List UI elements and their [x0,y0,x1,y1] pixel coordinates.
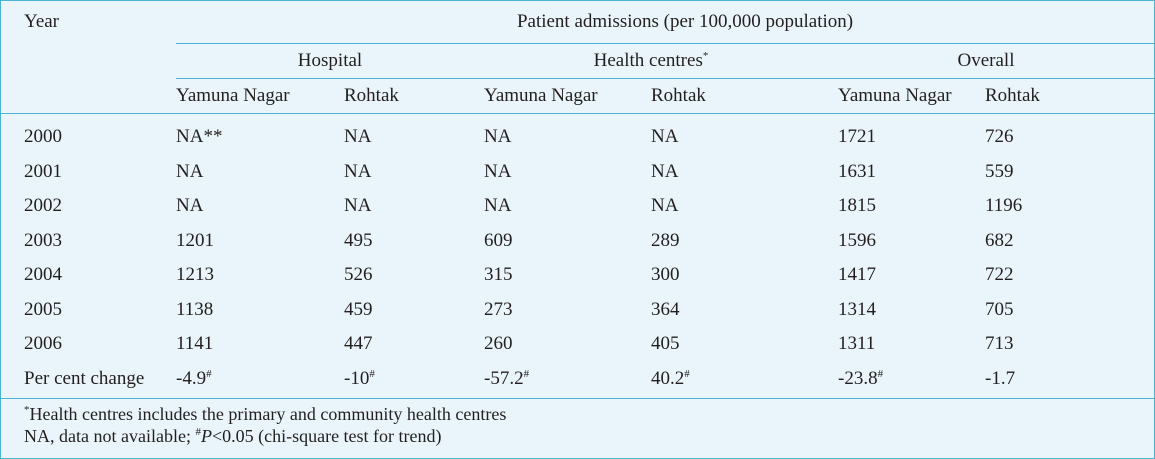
value-cell: 315 [484,264,513,286]
group-header: Hospital [176,43,484,79]
value-cell: -23.8# [838,367,884,389]
value-cell: NA [344,160,372,182]
year-cell: 2006 [24,333,62,355]
admissions-table: Year Patient admissions (per 100,000 pop… [1,1,1155,397]
table-row: 2002 NA NA NA NA 1815 1196 [1,189,1154,224]
district-header: Rohtak [334,78,484,114]
value-cell: NA [176,195,204,217]
value-cell: 1631 [838,160,876,182]
value-cell: 1141 [176,333,214,355]
value-cell: 1314 [838,298,876,320]
year-cell: 2003 [24,229,62,251]
value-cell: 260 [484,333,513,355]
value-cell: 1815 [838,195,876,217]
value-cell: -4.9# [176,367,212,389]
value-cell: 1311 [838,333,876,355]
value-cell: 273 [484,298,513,320]
district-header: Yamuna Nagar [484,78,651,114]
value-cell: NA** [176,113,334,155]
value-cell: 1201 [176,229,214,251]
value-cell: NA [484,195,512,217]
value-cell: 1213 [176,264,214,286]
value-cell: 1417 [838,264,876,286]
year-cell: Per cent change [24,367,145,389]
value-cell: -10# [344,367,375,389]
table-row: Per cent change -4.9# -10# -57.2# 40.2# -23.8… [1,362,1154,397]
value-cell: 609 [484,229,513,251]
year-cell: 2002 [24,195,62,217]
header-row-top: Year Patient admissions (per 100,000 pop… [1,1,1154,44]
value-cell: NA [651,195,679,217]
value-cell: 713 [985,333,1014,355]
year-cell: 2004 [24,264,62,286]
top-header: Patient admissions (per 100,000 populati… [516,11,854,32]
value-cell: 682 [985,229,1014,251]
value-cell: NA [484,113,651,155]
table-footnotes: *Health centres includes the primary and… [1,398,1154,447]
year-cell: 2005 [24,298,62,320]
value-cell: 364 [651,298,680,320]
value-cell: 459 [344,298,373,320]
value-cell: 405 [651,333,680,355]
value-cell: 726 [985,113,1155,155]
value-cell: 447 [344,333,373,355]
table-row: 2003 1201 495 609 289 1596 682 [1,224,1154,259]
header-row-groups: Hospital Health centres* Overall [1,43,1155,79]
table-row: 2001 NA NA NA NA 1631 559 [1,155,1154,190]
year-cell: 2000 [1,113,176,155]
value-cell: 1721 [818,113,985,155]
district-header: Rohtak [985,78,1155,114]
value-cell: 1196 [985,195,1023,217]
value-cell: 559 [985,160,1014,182]
value-cell: 300 [651,264,680,286]
value-cell: 289 [651,229,680,251]
header-row-districts: Yamuna Nagar Rohtak Yamuna Nagar Rohtak Yamu… [1,78,1155,114]
footnote-health-centres: *Health centres includes the primary and… [24,404,507,424]
value-cell: NA [344,195,372,217]
table-row: 2000 NA** NA NA NA 1721 726 [1,113,1155,155]
value-cell: NA [651,160,679,182]
group-header: Health centres* [484,43,818,79]
value-cell: 40.2# [651,367,690,389]
table-row: 2006 1141 447 260 405 1311 713 [1,327,1154,362]
value-cell: 722 [985,264,1014,286]
value-cell: NA [484,160,512,182]
value-cell: 495 [344,229,373,251]
group-header: Overall [818,43,1155,79]
district-header: Yamuna Nagar [818,78,985,114]
table-row: 2004 1213 526 315 300 1417 722 [1,258,1154,293]
value-cell: 705 [985,298,1014,320]
value-cell: -57.2# [484,367,530,389]
value-cell: 1138 [176,298,214,320]
value-cell: 1596 [838,229,876,251]
year-cell: 2001 [24,160,62,182]
district-header: Yamuna Nagar [176,78,334,114]
table-row: 2005 1138 459 273 364 1314 705 [1,293,1154,328]
district-header: Rohtak [651,78,818,114]
value-cell: NA [334,113,484,155]
year-header: Year [24,11,60,32]
value-cell: 526 [344,264,373,286]
value-cell: -1.7 [985,367,1016,389]
value-cell: NA [176,160,204,182]
value-cell: NA [651,113,818,155]
footnote-na-significance: NA, data not available; #P<0.05 (chi-squ… [24,426,442,446]
